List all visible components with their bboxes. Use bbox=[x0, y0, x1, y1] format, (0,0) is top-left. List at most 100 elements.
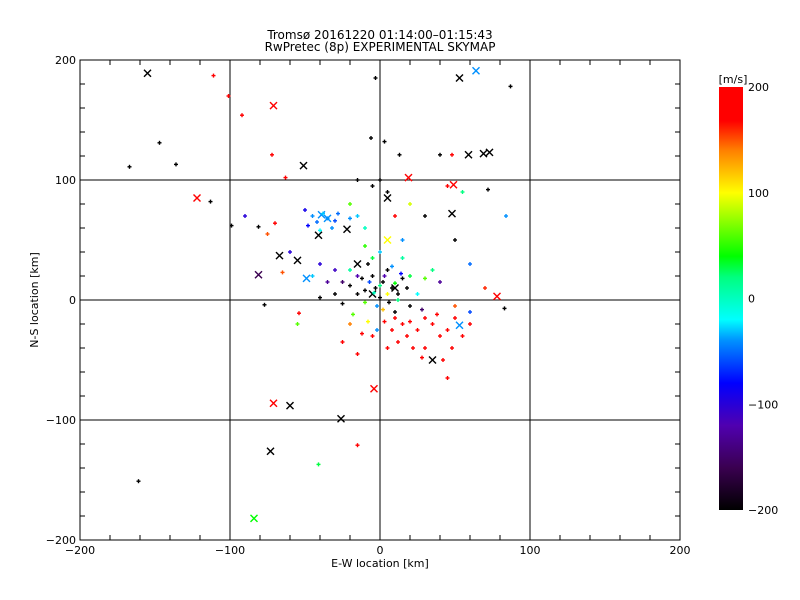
plus-marker bbox=[381, 280, 385, 284]
y-axis-label: N-S location [km] bbox=[28, 252, 41, 348]
plus-marker bbox=[399, 271, 403, 276]
plus-marker bbox=[468, 310, 472, 314]
plus-marker bbox=[400, 256, 405, 260]
plus-marker bbox=[303, 208, 307, 212]
y-tick-label: 100 bbox=[55, 174, 76, 187]
colorbar-tick-label: 100 bbox=[748, 187, 769, 200]
plus-marker bbox=[405, 334, 409, 338]
plus-marker bbox=[385, 190, 390, 194]
plus-marker bbox=[408, 319, 412, 324]
y-tick-label: 200 bbox=[55, 54, 76, 67]
plus-marker bbox=[355, 443, 360, 448]
plus-marker bbox=[438, 334, 442, 338]
cross-stroke bbox=[269, 399, 278, 408]
plus-marker bbox=[333, 268, 337, 272]
plus-marker bbox=[340, 301, 345, 306]
plus-marker bbox=[400, 276, 405, 281]
cross-stroke bbox=[269, 101, 278, 110]
cross-marker bbox=[449, 180, 458, 189]
cross-marker bbox=[391, 284, 399, 292]
cross-stroke bbox=[479, 149, 488, 158]
plus-marker bbox=[445, 184, 450, 188]
plus-marker bbox=[438, 280, 442, 284]
x-axis-label: E-W location [km] bbox=[331, 557, 429, 570]
plus-marker bbox=[405, 286, 409, 290]
plus-marker bbox=[390, 264, 394, 269]
cross-marker bbox=[455, 74, 464, 82]
cross-marker bbox=[193, 194, 201, 202]
plus-marker bbox=[325, 280, 330, 284]
plus-marker bbox=[372, 290, 376, 295]
plus-marker bbox=[420, 355, 424, 360]
plus-marker bbox=[256, 224, 261, 229]
cross-marker bbox=[143, 69, 152, 78]
plus-marker bbox=[355, 274, 360, 278]
plus-marker bbox=[423, 346, 427, 350]
plus-marker bbox=[423, 316, 427, 320]
plus-marker bbox=[174, 162, 178, 167]
plus-marker bbox=[288, 250, 292, 254]
cross-stroke bbox=[275, 251, 284, 260]
cross-stroke bbox=[370, 384, 378, 393]
plus-marker bbox=[262, 302, 267, 307]
plus-marker bbox=[378, 250, 382, 254]
plus-marker bbox=[127, 164, 132, 169]
cross-marker bbox=[343, 225, 351, 234]
cross-stroke bbox=[286, 401, 294, 410]
cross-stroke bbox=[314, 231, 323, 240]
plus-marker bbox=[430, 322, 435, 326]
plus-marker bbox=[208, 199, 213, 204]
y-tick-label: −200 bbox=[46, 534, 76, 547]
x-tick-label: 200 bbox=[670, 544, 691, 557]
cross-stroke bbox=[485, 148, 494, 157]
plus-marker bbox=[310, 274, 315, 278]
plus-marker bbox=[318, 228, 322, 233]
cross-stroke bbox=[254, 270, 263, 279]
cross-stroke bbox=[448, 209, 456, 218]
plus-marker bbox=[508, 84, 513, 89]
plus-marker bbox=[400, 322, 405, 326]
cross-stroke bbox=[464, 150, 473, 159]
plus-marker bbox=[211, 73, 216, 78]
plus-marker bbox=[318, 295, 322, 300]
cross-marker bbox=[428, 356, 437, 364]
plus-marker bbox=[330, 226, 334, 230]
plus-marker bbox=[438, 152, 442, 157]
plus-marker bbox=[382, 274, 387, 278]
plus-marker bbox=[453, 238, 457, 242]
cross-stroke bbox=[383, 236, 392, 244]
plus-marker bbox=[369, 136, 373, 140]
cross-stroke bbox=[449, 180, 458, 189]
colorbar-tick-label: 0 bbox=[748, 293, 755, 306]
plus-marker bbox=[360, 331, 364, 336]
plus-marker bbox=[240, 113, 244, 118]
colorbar-unit: [m/s] bbox=[719, 73, 748, 86]
plus-marker bbox=[396, 292, 400, 296]
plus-marker bbox=[333, 292, 337, 296]
cross-stroke bbox=[343, 225, 351, 234]
cross-stroke bbox=[493, 292, 501, 301]
plus-marker bbox=[370, 274, 375, 278]
plus-marker bbox=[423, 276, 427, 281]
plus-marker bbox=[295, 322, 300, 326]
cross-stroke bbox=[193, 194, 201, 202]
cross-marker bbox=[269, 101, 278, 110]
plus-marker bbox=[411, 346, 415, 350]
cross-stroke bbox=[455, 321, 464, 330]
x-tick-label: −100 bbox=[215, 544, 245, 557]
plus-marker bbox=[348, 216, 352, 221]
cross-marker bbox=[266, 447, 275, 456]
plus-marker bbox=[400, 238, 405, 242]
cross-marker bbox=[353, 260, 362, 268]
plus-marker bbox=[504, 214, 508, 218]
plus-marker bbox=[370, 334, 375, 338]
plus-marker bbox=[450, 152, 454, 157]
plus-marker bbox=[348, 322, 352, 326]
plus-marker bbox=[378, 178, 382, 182]
plus-marker bbox=[460, 190, 465, 194]
colorbar-tick-labels: 200 100 0 −100 −200 bbox=[748, 81, 778, 517]
plus-marker bbox=[415, 328, 420, 332]
cross-stroke bbox=[404, 173, 413, 182]
plus-marker bbox=[378, 283, 382, 288]
